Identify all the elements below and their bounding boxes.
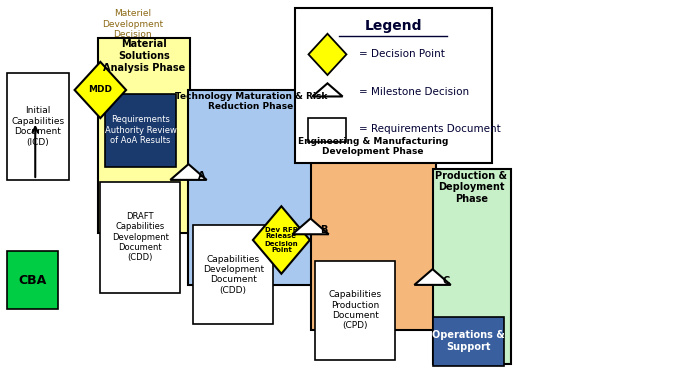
FancyBboxPatch shape xyxy=(188,90,314,285)
Text: Material
Solutions
Analysis Phase: Material Solutions Analysis Phase xyxy=(103,39,185,73)
FancyBboxPatch shape xyxy=(7,251,58,309)
Text: A: A xyxy=(198,171,205,181)
Text: = Requirements Document: = Requirements Document xyxy=(359,124,501,134)
Text: Dev RFP
Release
Decision
Point: Dev RFP Release Decision Point xyxy=(264,226,298,254)
Polygon shape xyxy=(170,164,207,180)
Polygon shape xyxy=(292,219,329,234)
FancyBboxPatch shape xyxy=(105,94,176,167)
Polygon shape xyxy=(75,62,126,118)
Polygon shape xyxy=(414,269,451,285)
Text: DRAFT
Capabilities
Development
Document
(CDD): DRAFT Capabilities Development Document … xyxy=(112,212,169,262)
Text: Materiel
Development
Decision: Materiel Development Decision xyxy=(102,9,163,39)
Text: C: C xyxy=(442,276,450,286)
Text: CBA: CBA xyxy=(18,274,46,287)
FancyBboxPatch shape xyxy=(98,38,190,232)
Text: = Milestone Decision: = Milestone Decision xyxy=(359,87,469,97)
FancyBboxPatch shape xyxy=(433,317,504,366)
Text: MDD: MDD xyxy=(88,86,113,94)
FancyBboxPatch shape xyxy=(295,8,492,163)
Text: Capabilities
Production
Document
(CPD): Capabilities Production Document (CPD) xyxy=(329,290,382,330)
FancyBboxPatch shape xyxy=(100,182,180,292)
FancyBboxPatch shape xyxy=(193,225,273,324)
FancyBboxPatch shape xyxy=(433,169,511,364)
Text: B: B xyxy=(320,225,327,235)
Text: Technology Maturation & Risk
Reduction Phase: Technology Maturation & Risk Reduction P… xyxy=(175,92,327,111)
FancyBboxPatch shape xyxy=(315,261,395,360)
Text: = Decision Point: = Decision Point xyxy=(359,50,445,59)
Text: Legend: Legend xyxy=(365,19,422,33)
Polygon shape xyxy=(253,206,310,274)
FancyBboxPatch shape xyxy=(7,73,69,180)
Polygon shape xyxy=(313,83,342,96)
Text: Initial
Capabilities
Document
(ICD): Initial Capabilities Document (ICD) xyxy=(12,106,64,147)
Text: Requirements
Authority Review
of AoA Results: Requirements Authority Review of AoA Res… xyxy=(104,116,177,145)
Polygon shape xyxy=(308,34,346,75)
FancyBboxPatch shape xyxy=(311,135,436,330)
Text: Operations &
Support: Operations & Support xyxy=(432,330,504,352)
Text: Engineering & Manufacturing
Development Phase: Engineering & Manufacturing Development … xyxy=(298,137,448,156)
Text: Capabilities
Development
Document
(CDD): Capabilities Development Document (CDD) xyxy=(203,255,264,295)
FancyBboxPatch shape xyxy=(308,118,346,142)
Text: Production &
Deployment
Phase: Production & Deployment Phase xyxy=(435,171,507,204)
